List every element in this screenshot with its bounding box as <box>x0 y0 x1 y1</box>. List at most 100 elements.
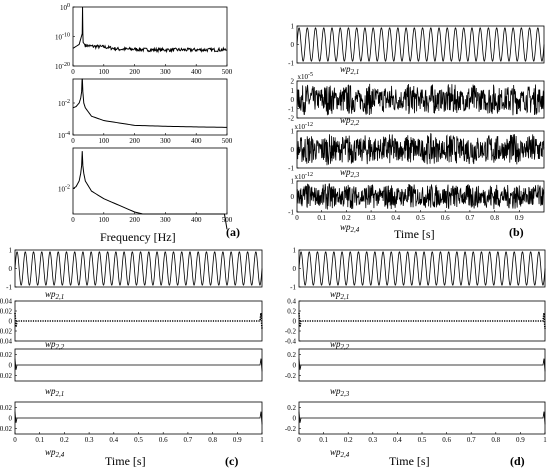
panel-b-subplot-4-xtick-label: 0.5 <box>416 214 425 222</box>
panel-d-subplot-2-ytick-label: 0 <box>293 318 297 326</box>
panel-c-subplot-4-ytick-label: 0 <box>9 415 13 423</box>
panel-c-subplot-2-series-line <box>15 313 262 329</box>
panel-c-subplot-3-ytick-label: 0.02 <box>0 351 13 359</box>
panel-b-subplot-2-ytick-label: 1 <box>291 87 295 95</box>
panel-c-subplot-4-xtick-label: 0.4 <box>109 436 118 444</box>
panel-d-subplot-3-ytick-label: 0 <box>293 362 297 370</box>
panel-d-subplot-2-ytick-label: -0.2 <box>285 328 297 336</box>
panel-b-subplot-2-series-line <box>297 84 544 115</box>
panel-a-subplot-1-xtick-label: 100 <box>99 68 110 76</box>
panel-b-subplot-3-ytick-label: -1 <box>288 165 294 173</box>
panel-d-subplot-3-ytick-label: 0.2 <box>287 351 296 359</box>
panel-c-subplot-2-ytick-label: 0.04 <box>0 298 13 306</box>
panel-b-subplot-4-xtick-label: 0 <box>295 214 299 222</box>
panel-d-subplot-4-xtick-label: 0.7 <box>467 436 476 444</box>
panel-d-subplot-4-xtick-label: 0 <box>297 436 301 444</box>
panel-d-subplot-2-ytick-label: 0.4 <box>287 298 296 306</box>
panel-d-subplot-2-ytick-label: -0.4 <box>285 338 297 346</box>
panel-c-subplot-4-xtick-label: 0 <box>13 436 17 444</box>
panel-d-subplot-4-label: wp2,4 <box>330 447 350 459</box>
panel-d-subplot-4-xtick-label: 0.4 <box>393 436 402 444</box>
panel-c-subplot-1-ytick-label: 0 <box>9 265 13 273</box>
panel-b-subplot-3-label: wp2,3 <box>340 167 360 179</box>
panel-b-subplot-4-xtick-label: 0.6 <box>441 214 450 222</box>
panel-label-d: (d) <box>510 454 525 468</box>
panel-d-subplot-1-ytick-label: 1 <box>293 247 297 255</box>
panel-label-a: (a) <box>226 225 240 239</box>
panel-b-subplot-4-ytick-label: 0 <box>291 193 295 201</box>
panel-b-subplot-4-xtick-label: 0.7 <box>466 214 475 222</box>
panel-d-subplot-1-series-line <box>299 252 545 285</box>
panel-b-subplot-1-ytick-label: -1 <box>288 60 294 68</box>
panel-a-subplot-3-xtick-label: 500 <box>222 216 233 224</box>
panel-a-subplot-3-xtick-label: 400 <box>191 216 202 224</box>
panel-b-subplot-4-xtick-label: 0.8 <box>490 214 499 222</box>
panel-d-subplot-4-xtick-label: 0.9 <box>516 436 525 444</box>
panel-d-subplot-2-ytick-label: 0.2 <box>287 308 296 316</box>
panel-a-subplot-1-xtick-label: 200 <box>129 68 140 76</box>
panel-a-subplot-1-xtick-label: 300 <box>160 68 171 76</box>
panel-a-subplot-1-xtick-label: 500 <box>222 68 233 76</box>
panel-c-subplot-3-label: wp2,1 <box>45 386 64 398</box>
panel-d-xlabel: Time [s] <box>389 454 430 468</box>
panel-d-subplot-4-xtick-label: 0.5 <box>418 436 427 444</box>
panel-a-subplot-2-xtick-label: 400 <box>191 137 202 145</box>
panel-a-subplot-1-ytick-label: 10-20 <box>55 62 70 71</box>
panel-a-subplot-2-series-line <box>73 79 227 127</box>
panel-b-subplot-4-xtick-label: 0.4 <box>391 214 400 222</box>
panel-b-subplot-4-series-line <box>297 184 544 210</box>
panel-c-subplot-3-ytick-label: 0 <box>9 362 13 370</box>
panel-a-subplot-2-xtick-label: 0 <box>71 137 75 145</box>
panel-a-subplot-1-series-line <box>73 7 227 52</box>
panel-b-subplot-4-xtick-label: 0.9 <box>515 214 524 222</box>
panel-c-subplot-2-ytick-label: 0 <box>9 318 13 326</box>
panel-a-subplot-1-ytick-label: 10-10 <box>55 33 70 42</box>
panel-c-xlabel: Time [s] <box>105 454 146 468</box>
panel-d-subplot-4-ytick-label: -0.2 <box>285 425 297 433</box>
panel-a-subplot-2-xtick-label: 500 <box>222 137 233 145</box>
panel-a-xlabel: Frequency [Hz] <box>100 230 176 244</box>
panel-b-subplot-1-ytick-label: 0 <box>291 41 295 49</box>
panel-c-subplot-2-ytick-label: -0.02 <box>0 328 12 336</box>
panel-b-subplot-2-label: wp2,2 <box>340 115 360 127</box>
panel-d-subplot-4-ytick-label: 0 <box>293 415 297 423</box>
panel-c-subplot-4-xtick-label: 1 <box>260 436 264 444</box>
panel-c-subplot-3-series-line <box>15 359 262 372</box>
panel-b-subplot-2-ytick-label: -1 <box>288 105 294 113</box>
panel-a-subplot-3-frame <box>73 148 227 214</box>
panel-c-subplot-4-xtick-label: 0.3 <box>85 436 94 444</box>
panel-d-subplot-3-series-line <box>299 359 545 372</box>
panel-d-subplot-4-ytick-label: 0.2 <box>287 404 296 412</box>
panel-a-subplot-2-ytick-label: 10-4 <box>58 131 70 140</box>
panel-c-subplot-4-xtick-label: 0.6 <box>159 436 168 444</box>
panel-c-subplot-4-series-line <box>15 412 262 425</box>
panel-d-subplot-4-series-line <box>299 412 545 425</box>
panel-b-subplot-4-xtick-label: 0.1 <box>317 214 326 222</box>
panel-d-subplot-1-ytick-label: 0 <box>293 265 297 273</box>
panel-label-b: (b) <box>509 225 524 239</box>
panel-d-subplot-1-label: wp2,1 <box>330 289 349 301</box>
panel-a-subplot-1-xtick-label: 400 <box>191 68 202 76</box>
panel-c-subplot-4-xtick-label: 0.2 <box>60 436 69 444</box>
panel-a-subplot-1-xtick-label: 0 <box>71 68 75 76</box>
panel-c-subplot-4-ytick-label: 0.02 <box>0 404 13 412</box>
panel-c-subplot-4-xtick-label: 0.5 <box>134 436 143 444</box>
panel-a-subplot-3-series-line <box>73 151 227 229</box>
panel-b-subplot-1-label: wp2,1 <box>340 64 359 76</box>
panel-b-subplot-4-multiplier: x10-12 <box>295 172 314 181</box>
panel-d-subplot-2-series-line <box>299 313 545 329</box>
panel-b-subplot-4-xtick-label: 0.3 <box>367 214 376 222</box>
panel-c-subplot-4-xtick-label: 0.8 <box>208 436 217 444</box>
panel-a-subplot-2-xtick-label: 300 <box>160 137 171 145</box>
panel-d-subplot-4-xtick-label: 0.1 <box>319 436 328 444</box>
panel-b-subplot-2-ytick-label: 2 <box>291 78 295 86</box>
panel-d-subplot-4-xtick-label: 0.6 <box>442 436 451 444</box>
panel-c-subplot-1-series-line <box>15 252 262 285</box>
panel-c-subplot-3-ytick-label: -0.02 <box>0 372 12 380</box>
panel-a-subplot-3-xtick-label: 100 <box>99 216 110 224</box>
panel-d-subplot-3-label: wp2,3 <box>330 386 350 398</box>
panel-d-subplot-1-ytick-label: -1 <box>290 284 296 292</box>
panel-a-subplot-2-xtick-label: 200 <box>129 137 140 145</box>
panel-c-subplot-4-xtick-label: 0.1 <box>35 436 44 444</box>
